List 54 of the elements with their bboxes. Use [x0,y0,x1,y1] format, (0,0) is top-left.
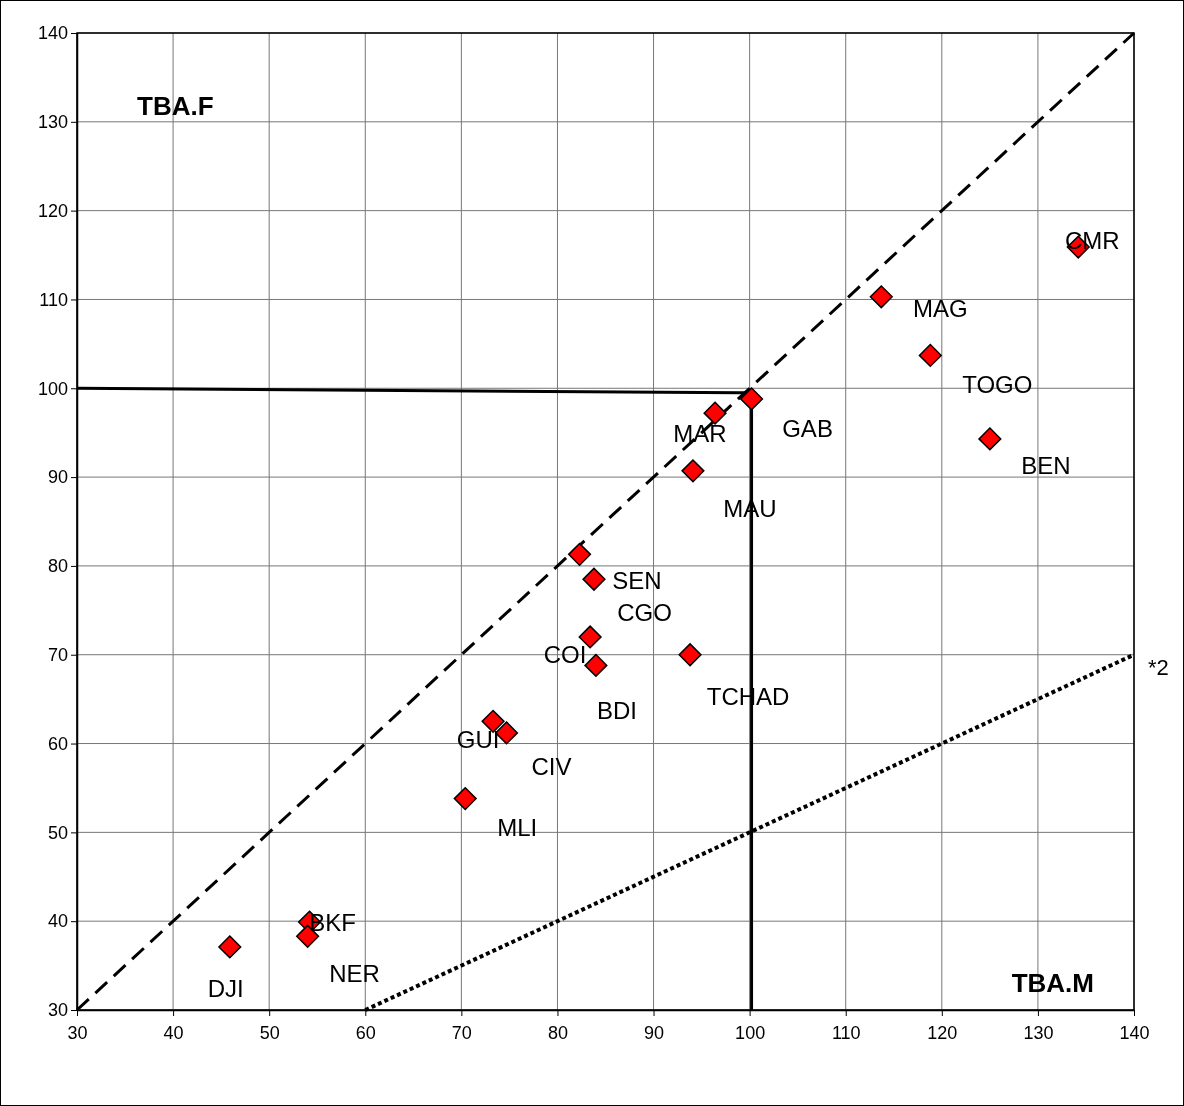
x-tick-label: 90 [644,1022,665,1043]
x-tick-label: 80 [547,1022,568,1043]
y-tick-label: 70 [47,644,68,665]
point [703,401,727,425]
x-tick-label: 60 [355,1022,376,1043]
x-tick-label: 130 [1023,1022,1054,1043]
y-tick-label: 100 [37,378,68,399]
point [582,567,606,591]
x-tick-label: 40 [163,1022,184,1043]
annotation: BEN [1021,452,1071,480]
y-tick-label: 140 [37,23,68,44]
point [681,459,705,483]
point [739,387,764,411]
point [978,427,1002,451]
annotation: CIV [531,753,572,781]
y-axis-title: TBA.F [137,91,214,121]
annotation: MLI [497,814,538,842]
annotation: MAR [673,419,727,447]
annotation: GAB [782,415,833,443]
annotation: DJI [207,975,244,1003]
x-tick-label: 140 [1119,1022,1150,1043]
y-tick-label: 120 [37,200,68,221]
y-tick-label: 60 [47,733,68,754]
point [678,643,702,667]
annotation: NER [329,959,380,987]
annotation: CGO [617,598,672,626]
y-tick-label: 80 [47,556,68,577]
point [918,343,942,368]
annotation: MAG [912,295,968,323]
annotation: TOGO [962,370,1033,398]
point [869,285,893,309]
y-tick-label: 110 [39,289,68,310]
point [567,542,592,566]
point [481,709,505,733]
y-tick-label: 50 [47,822,68,843]
x-tick-label: 30 [67,1022,88,1043]
y-tick-label: 90 [47,467,68,488]
x-tick-label: 100 [735,1022,766,1043]
point [453,787,477,811]
annotation: COI [543,641,587,669]
point [218,935,242,959]
y-tick-label: 130 [37,112,68,133]
annotation: SEN [612,566,662,594]
x-tick-label: 70 [451,1022,472,1043]
annotation: *2 [1148,655,1169,681]
annotation: BDI [596,696,637,724]
x-tick-label: 110 [831,1022,861,1043]
x-tick-label: 120 [927,1022,958,1043]
point [584,653,608,677]
y-tick-label: 40 [47,911,68,932]
x-axis-title: TBA.M [1011,968,1094,998]
x-tick-label: 50 [259,1022,280,1043]
y-tick-label: 30 [47,1000,68,1021]
annotation: GUI [456,725,500,753]
